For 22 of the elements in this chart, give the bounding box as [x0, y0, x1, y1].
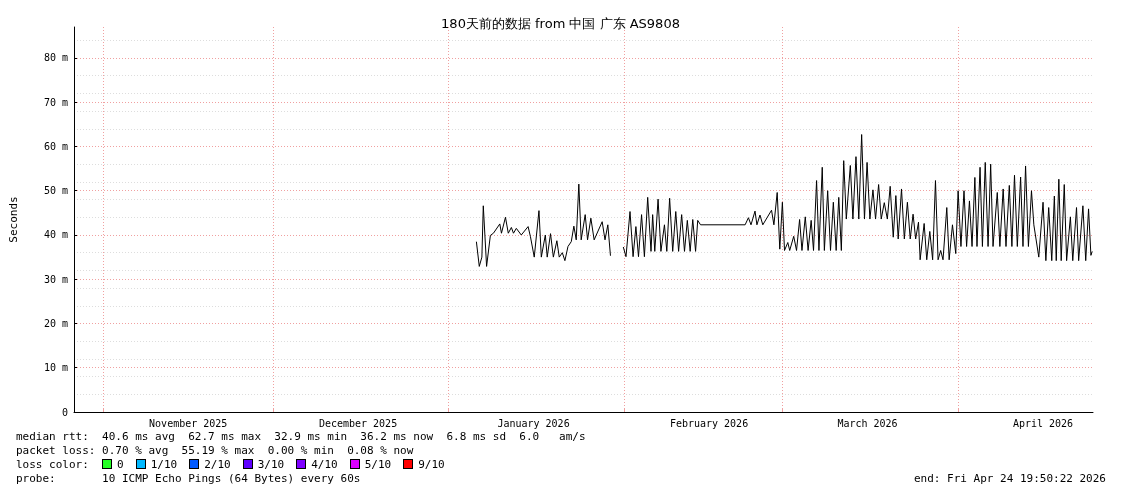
y-tick-label: 70 m	[43, 96, 68, 108]
text: probe: 10 ICMP Echo Pings (64 Bytes) every 60s	[16, 472, 361, 485]
text: packet loss: 0.70 % avg 55.19 % max 0.00 % min 0.08 % now	[16, 444, 415, 458]
y-tick-label: 10 m	[43, 362, 68, 374]
y-tick-label: 50 m	[43, 185, 68, 197]
text: median rtt: 40.6 ms avg 62.7 ms max 32.9 ms min 36.2 ms now 6.8 ms sd 6.0 am/s	[16, 430, 587, 444]
x-tick-label: April 2026	[1012, 417, 1074, 429]
x-tick-label: February 2026	[669, 417, 749, 429]
chart-title: 180天前的数据 from 中国 广东 AS9808	[441, 16, 680, 31]
y-tick-label: 20 m	[43, 317, 68, 329]
text: end: Fri Apr 24 19:50:22 2026	[913, 472, 1106, 486]
y-tick-label: 80 m	[43, 52, 68, 64]
y-tick-label: 40 m	[43, 229, 68, 241]
x-tick-label: January 2026	[497, 417, 570, 429]
x-tick-label: November 2025	[149, 417, 228, 429]
y-axis-title: Seconds	[7, 196, 20, 243]
y-tick-label: 0	[61, 406, 68, 418]
y-tick-label: 60 m	[43, 140, 68, 152]
x-tick-label: December 2025	[318, 417, 398, 429]
x-tick-label: March 2026	[837, 417, 898, 429]
y-tick-label: 30 m	[43, 273, 68, 285]
text: loss color: 0 1/10 2/10 3/10 4/10 5/10 9/10	[16, 458, 445, 471]
